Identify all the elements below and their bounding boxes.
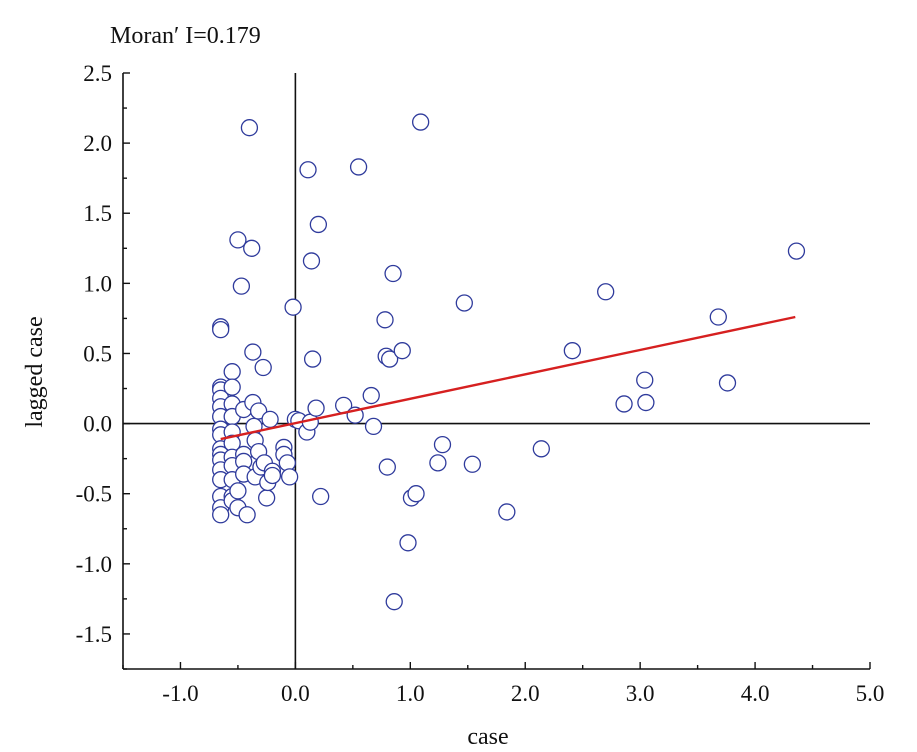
data-point — [280, 468, 299, 486]
data-point — [378, 458, 396, 476]
y-tick-label: -1.0 — [76, 552, 112, 577]
data-point — [302, 252, 321, 270]
data-point — [463, 455, 482, 473]
y-tick-label: 0.5 — [83, 341, 112, 366]
data-point — [223, 363, 241, 381]
data-point — [718, 374, 737, 392]
data-point — [258, 489, 276, 507]
data-point — [232, 277, 251, 295]
y-tick-label: -1.5 — [76, 622, 112, 647]
data-point — [212, 320, 230, 339]
data-point — [303, 350, 322, 368]
data-point — [312, 487, 330, 506]
data-point — [223, 378, 241, 396]
data-point — [433, 435, 452, 454]
data-point — [709, 308, 727, 326]
data-point — [399, 534, 417, 552]
y-tick-label: -0.5 — [76, 482, 112, 507]
x-tick-label: 4.0 — [741, 681, 770, 706]
y-tick-label: 2.0 — [83, 131, 112, 156]
data-point — [229, 482, 247, 500]
y-axis: 2.5 2.0 1.5 1.0 0.5 0.0 -0.5 -1.0 -1.5 — [76, 61, 130, 670]
x-axis-label: case — [467, 724, 508, 750]
data-point — [229, 231, 247, 249]
y-tick-label: 2.5 — [83, 61, 112, 86]
data-point — [299, 161, 317, 179]
regression-line — [220, 315, 796, 441]
x-tick-label: 3.0 — [626, 681, 655, 706]
data-point — [455, 294, 473, 312]
fit-line-group — [220, 315, 796, 441]
data-point — [636, 371, 654, 389]
x-axis: -1.0 0.0 1.0 2.0 3.0 4.0 5.0 — [122, 662, 885, 706]
data-point — [254, 358, 272, 377]
data-point — [407, 485, 425, 503]
data-point — [278, 454, 296, 472]
data-point — [240, 119, 259, 137]
x-tick-label: -1.0 — [162, 681, 198, 706]
data-point — [597, 283, 615, 301]
data-point — [412, 113, 430, 131]
data-point — [393, 342, 411, 360]
x-tick-label: 2.0 — [511, 681, 540, 706]
data-point — [384, 264, 402, 283]
data-point — [563, 342, 581, 360]
data-point — [261, 410, 279, 429]
chart-title: Moran′ I=0.179 — [110, 23, 261, 49]
y-tick-label: 1.5 — [83, 201, 112, 226]
data-point — [349, 158, 368, 176]
data-point — [362, 386, 380, 405]
x-tick-label: 1.0 — [396, 681, 425, 706]
data-point — [243, 239, 261, 257]
data-points — [212, 113, 806, 611]
data-point — [364, 417, 383, 436]
data-point — [429, 454, 447, 472]
data-point — [263, 466, 282, 485]
y-axis-label: lagged case — [22, 316, 48, 427]
data-point — [787, 242, 806, 260]
data-point — [307, 399, 325, 417]
data-point — [309, 215, 328, 234]
data-point — [244, 343, 262, 361]
x-tick-label: 0.0 — [281, 681, 310, 706]
data-point — [212, 506, 230, 524]
data-point — [532, 440, 550, 458]
data-point — [249, 402, 268, 420]
data-point — [380, 350, 399, 368]
data-point — [498, 503, 516, 521]
data-point — [238, 506, 256, 524]
y-tick-label: 0.0 — [83, 412, 112, 437]
data-point — [376, 311, 394, 329]
data-point — [615, 395, 633, 413]
y-tick-label: 1.0 — [83, 271, 112, 296]
data-point — [385, 593, 403, 611]
data-point — [637, 393, 655, 412]
x-tick-label: 5.0 — [856, 681, 885, 706]
data-point — [284, 298, 302, 316]
